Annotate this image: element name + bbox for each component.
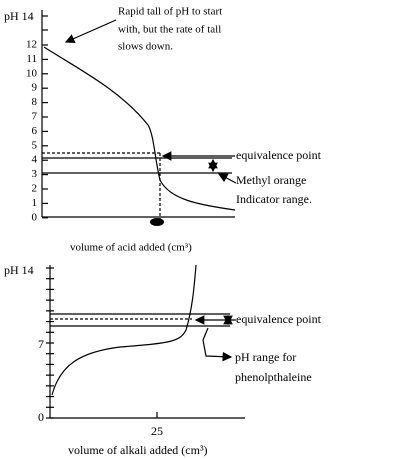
- arrow: [64, 19, 117, 44]
- x-label: volume of acid added (cm³): [70, 242, 192, 254]
- y-tick-label: 9: [32, 82, 38, 94]
- y-tick-label: 0: [38, 410, 44, 424]
- y-tick-label: 8: [32, 96, 38, 108]
- curve: [51, 264, 197, 396]
- arrow: [202, 327, 233, 362]
- label: Indicator range.: [236, 192, 312, 206]
- arrow: [217, 173, 237, 184]
- label: Methyl orange: [236, 173, 306, 187]
- y-tick-label: 6: [32, 125, 38, 137]
- label: equivalence point: [236, 148, 322, 162]
- y-tick-label: 4: [32, 154, 38, 166]
- y-label: pH 14: [4, 263, 34, 277]
- y-tick-label: 7: [32, 111, 38, 123]
- y-tick-label: 10: [26, 67, 38, 79]
- annotation: slows down.: [118, 41, 173, 53]
- y-tick-label: 2: [32, 183, 38, 195]
- blob: [150, 218, 164, 226]
- y-tick-label: 7: [38, 337, 44, 351]
- y-ticks: [46, 267, 54, 419]
- x-tick-label: 25: [151, 424, 163, 438]
- y-tick-label: 3: [32, 168, 38, 180]
- label: phenolpthaleine: [235, 370, 312, 384]
- y-label: pH 14: [4, 9, 34, 23]
- y-tick-label: 11: [26, 53, 37, 65]
- y-tick-label: 5: [32, 139, 38, 151]
- label: equivalence point: [236, 312, 322, 326]
- bottom-chart: pH 14 7 0 25 equivalence point pH range …: [4, 263, 322, 457]
- x-label: volume of alkali added (cm³): [68, 443, 208, 457]
- y-tick-label: 0: [32, 211, 38, 223]
- y-tick-label: 12: [26, 39, 37, 51]
- label: pH range for: [235, 350, 296, 364]
- annotation: with, but the rate of tall: [118, 24, 221, 36]
- y-tick-label: 1: [32, 197, 38, 209]
- annotation: Rapid tall of pH to start: [118, 6, 222, 18]
- curve: [43, 46, 236, 211]
